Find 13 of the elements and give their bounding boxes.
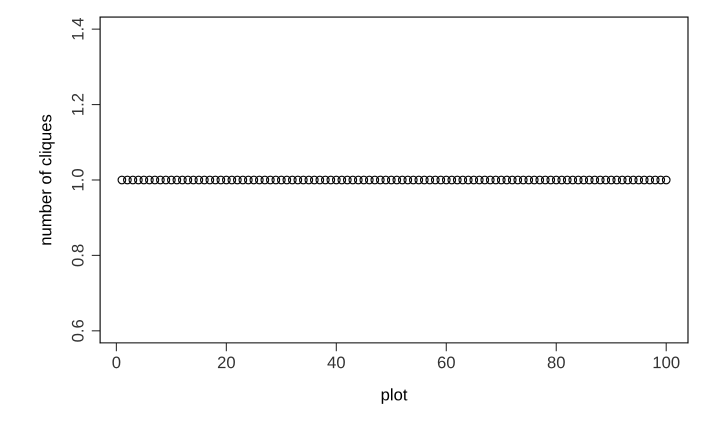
x-tick-label: 80 [548,356,565,368]
y-axis-title: number of cliques [39,114,55,245]
x-tick-label: 100 [654,356,680,368]
x-axis-title: plot [382,388,408,404]
x-tick-label: 60 [438,356,455,368]
y-tick-label: 0.6 [72,320,84,342]
y-tick-label: 1.0 [72,169,84,190]
x-tick-label: 0 [112,356,120,368]
y-tick-label: 1.2 [72,94,84,115]
x-tick-label: 20 [218,356,235,368]
y-tick-label: 1.4 [72,18,84,40]
x-tick-label: 40 [327,356,345,368]
y-tick-label: 0.8 [72,244,84,266]
